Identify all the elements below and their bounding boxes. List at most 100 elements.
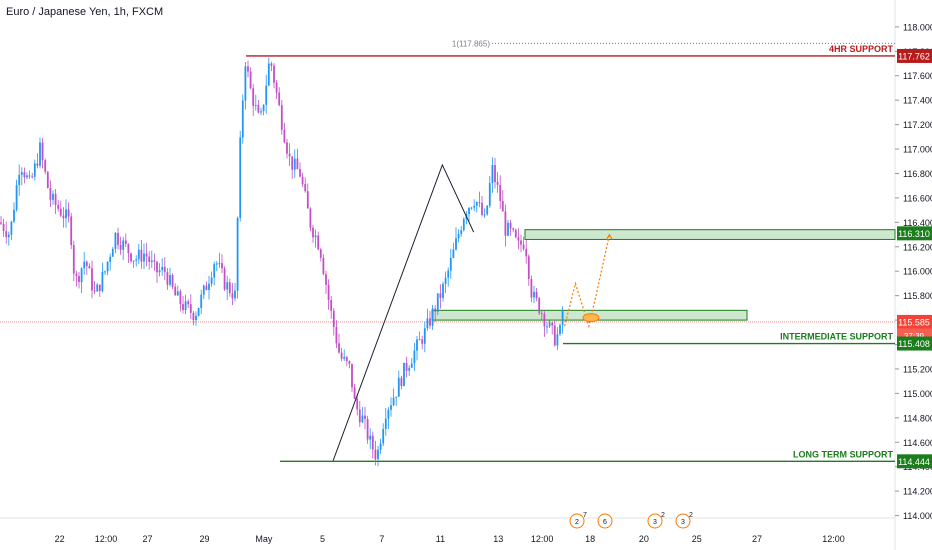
level-price-badge: 115.408 bbox=[898, 339, 930, 349]
candle-body bbox=[473, 205, 476, 208]
candle-body bbox=[197, 308, 200, 316]
event-icon[interactable]: 32 bbox=[675, 512, 693, 529]
candle-body bbox=[267, 63, 270, 86]
event-icon[interactable]: 6 bbox=[597, 513, 613, 529]
event-icon-ring bbox=[647, 513, 663, 529]
candle-body bbox=[288, 153, 291, 157]
candle-body bbox=[184, 301, 187, 310]
candle-body bbox=[70, 216, 73, 246]
x-tick-label: May bbox=[255, 534, 273, 544]
candle-body bbox=[530, 279, 533, 298]
event-icon-badge: 2 bbox=[661, 512, 665, 519]
candle-body bbox=[296, 158, 299, 170]
candle-body bbox=[236, 217, 239, 291]
candle-body bbox=[72, 245, 75, 274]
x-tick-label: 20 bbox=[639, 534, 649, 544]
candle-body bbox=[426, 318, 429, 329]
time-axis[interactable]: 22 12:00 27 29 May 5 7 11 13 12:00 18 20 25 27 12:00 bbox=[55, 534, 845, 544]
candle-body bbox=[327, 284, 330, 300]
candle-body bbox=[127, 244, 130, 254]
candle-body bbox=[509, 222, 512, 229]
x-tick-label: 27 bbox=[752, 534, 762, 544]
candle-body bbox=[278, 92, 281, 106]
price-axis[interactable]: 118.000117.800117.600117.400117.200117.0… bbox=[895, 22, 932, 521]
event-icon[interactable]: 32 bbox=[647, 512, 665, 529]
y-tick-label: 118.000 bbox=[903, 22, 932, 32]
candle-body bbox=[41, 142, 44, 160]
candle-body bbox=[150, 260, 153, 263]
candle-body bbox=[62, 215, 65, 219]
candle-body bbox=[226, 282, 229, 290]
event-icon[interactable]: 27 bbox=[569, 512, 587, 529]
candle-body bbox=[273, 65, 275, 83]
candle-body bbox=[527, 256, 530, 280]
candle-body bbox=[356, 398, 359, 410]
candle-body bbox=[408, 367, 411, 371]
projection-target-marker bbox=[582, 313, 600, 323]
candle-body bbox=[403, 362, 405, 386]
candle-body bbox=[309, 208, 312, 228]
candle-body bbox=[153, 260, 156, 262]
candle-body bbox=[96, 284, 99, 292]
y-tick-label: 116.200 bbox=[903, 242, 932, 252]
candle-body bbox=[501, 200, 504, 212]
candle-body bbox=[483, 214, 486, 216]
candle-body bbox=[548, 322, 551, 327]
candle-body bbox=[314, 235, 317, 238]
y-tick-label: 115.200 bbox=[903, 364, 932, 374]
y-tick-label: 117.000 bbox=[903, 145, 932, 155]
candle-body bbox=[371, 435, 374, 450]
y-tick-label: 115.000 bbox=[903, 389, 932, 399]
candle-body bbox=[507, 222, 509, 236]
candle-body bbox=[319, 249, 322, 258]
candle-body bbox=[478, 202, 481, 204]
candle-body bbox=[208, 283, 210, 291]
candle-body bbox=[249, 71, 252, 89]
candle-body bbox=[176, 291, 179, 296]
candle-body bbox=[551, 322, 554, 326]
y-tick-label: 116.600 bbox=[903, 193, 932, 203]
candle-body bbox=[304, 183, 307, 192]
y-tick-label: 117.600 bbox=[903, 71, 932, 81]
candle-body bbox=[218, 263, 221, 265]
candle-body bbox=[499, 184, 502, 201]
x-tick-label: 12:00 bbox=[822, 534, 845, 544]
candle-body bbox=[78, 275, 80, 283]
level-price-badge-box bbox=[897, 336, 932, 351]
candle-body bbox=[486, 205, 489, 215]
candle-body bbox=[7, 234, 10, 238]
candle-body bbox=[447, 270, 450, 278]
x-tick-label: 29 bbox=[199, 534, 209, 544]
x-tick-label: 22 bbox=[55, 534, 65, 544]
candle-body bbox=[442, 283, 444, 298]
candle-body bbox=[174, 286, 177, 296]
symbol-title: Euro / Japanese Yen, 1h, FXCM bbox=[6, 6, 163, 18]
candle-body bbox=[75, 273, 78, 276]
candle-body bbox=[351, 363, 353, 388]
candle-body bbox=[109, 256, 112, 262]
candle-body bbox=[540, 313, 543, 315]
candle-body bbox=[52, 193, 54, 200]
candle-body bbox=[111, 248, 114, 257]
candle-body bbox=[182, 304, 184, 310]
y-tick-label: 114.200 bbox=[903, 487, 932, 497]
candle-body bbox=[257, 104, 260, 113]
y-tick-label: 116.000 bbox=[903, 267, 932, 277]
candle-body bbox=[533, 291, 535, 298]
event-icon-ring bbox=[675, 513, 691, 529]
candle-body bbox=[481, 202, 483, 215]
candle-body bbox=[33, 163, 36, 177]
candle-body bbox=[384, 418, 387, 429]
candle-body bbox=[104, 271, 106, 273]
candle-body bbox=[54, 193, 57, 205]
level-price-badge: 114.444 bbox=[898, 457, 930, 467]
x-tick-label: 11 bbox=[436, 534, 445, 544]
candle-body bbox=[462, 218, 465, 231]
candle-body bbox=[98, 284, 101, 292]
candle-body bbox=[538, 298, 541, 314]
candle-body bbox=[23, 172, 26, 178]
candle-body bbox=[213, 264, 216, 278]
candle-body bbox=[449, 257, 452, 271]
candle-body bbox=[57, 204, 60, 209]
